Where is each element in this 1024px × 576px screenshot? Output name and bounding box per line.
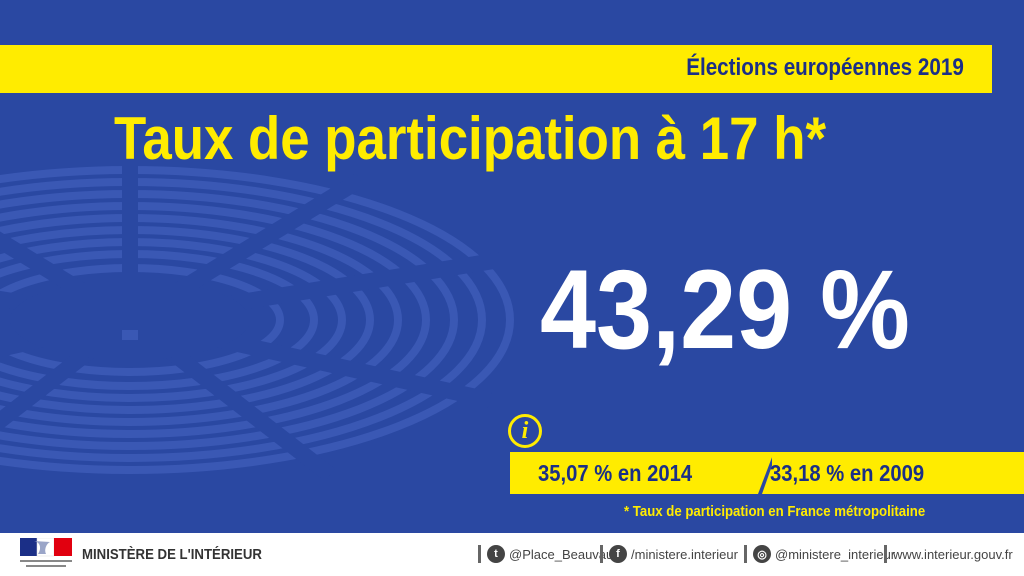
divider — [744, 545, 747, 563]
social-twitter[interactable]: t @Place_Beauvau — [478, 545, 613, 563]
instagram-handle: @ministere_interieur — [775, 546, 896, 562]
divider — [478, 545, 481, 563]
comparison-band: 35,07 % en 2014 33,18 % en 2009 — [510, 452, 1024, 494]
supertitle-band: Élections européennes 2019 — [0, 45, 992, 93]
social-facebook[interactable]: f /ministere.interieur — [600, 545, 738, 563]
social-instagram[interactable]: ◎ @ministere_interieur — [744, 545, 895, 563]
participation-rate-value: 43,29 % — [540, 247, 910, 372]
info-icon: i — [508, 414, 542, 448]
comparison-band-2014 — [510, 452, 748, 494]
comparison-2009: 33,18 % en 2009 — [770, 460, 925, 486]
ministry-name: MINISTÈRE DE L'INTÉRIEUR — [82, 546, 262, 563]
instagram-icon: ◎ — [753, 545, 771, 563]
page-title: Taux de participation à 17 h* — [114, 105, 827, 172]
comparison-band-2009 — [772, 452, 1024, 494]
facebook-icon: f — [609, 545, 627, 563]
supertitle: Élections européennes 2019 — [686, 54, 964, 81]
website-url: www.interieur.gouv.fr — [893, 546, 1013, 562]
footer: MINISTÈRE DE L'INTÉRIEUR t @Place_Beauva… — [0, 533, 1024, 576]
slash-divider — [746, 452, 774, 494]
divider — [600, 545, 603, 563]
comparison-2014: 35,07 % en 2014 — [538, 460, 693, 486]
facebook-handle: /ministere.interieur — [631, 546, 738, 562]
parliament-hemicycle-illustration — [0, 160, 514, 480]
twitter-icon: t — [487, 545, 505, 563]
twitter-handle: @Place_Beauvau — [509, 546, 614, 562]
marianne-logo — [20, 538, 72, 567]
footnote: * Taux de participation en France métrop… — [624, 503, 926, 520]
divider — [884, 545, 887, 563]
website-link[interactable]: www.interieur.gouv.fr — [884, 545, 1013, 563]
